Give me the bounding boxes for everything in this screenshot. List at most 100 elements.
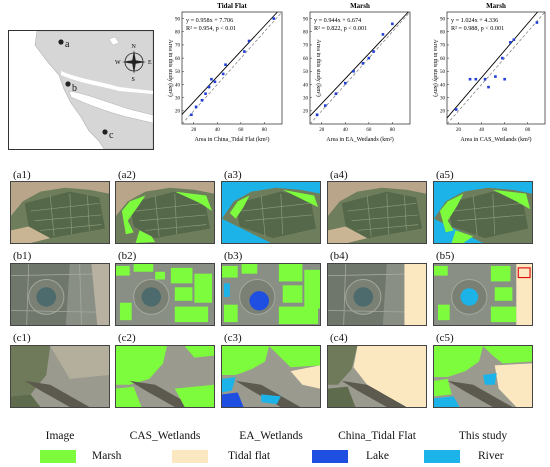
chart2-ytick-label-1: 30 (440, 96, 446, 101)
chart0-xtick-label-3: 80 (262, 128, 268, 133)
chart2-point-2 (474, 77, 478, 81)
panel-label-b1: (b1) (13, 250, 32, 262)
scatter-plot-tidal-flat: Tidal Flat 20 40 60 80 20 30 40 50 60 70 80 90 y = 0.… (158, 0, 288, 150)
site-c-label: c (109, 130, 114, 141)
scatter-plot-marsh-cas: Marsh 20 40 60 80 20 30 40 50 60 70 80 90 y = 1.024x … (425, 0, 550, 150)
chart2-axes-frame (446, 11, 546, 125)
chart1-point-7 (372, 50, 375, 53)
tile-c3-ea (221, 345, 321, 408)
chart2-point-4 (487, 85, 490, 89)
chart0-point-0 (190, 113, 193, 117)
chart2-point-8 (509, 41, 512, 44)
tile-b4-china-tidal (327, 263, 427, 326)
chart0-title: Tidal Flat (217, 2, 247, 10)
site-b-marker (65, 81, 71, 87)
tile-a5-this-study (433, 181, 533, 244)
legend-label-lake: Lake (366, 450, 389, 462)
chart2-xtick-label-2: 60 (502, 128, 508, 133)
panel-label-b3: (b3) (224, 250, 243, 262)
legend-label-river: River (478, 450, 504, 462)
chart2-ytick-label-4: 60 (440, 57, 446, 62)
tile-a1-image (10, 181, 110, 244)
chart0-point-8 (224, 63, 227, 67)
tile-c2-cas (115, 345, 215, 408)
chart1-xtick-label-0: 20 (319, 128, 325, 133)
panel-label-c3: (c3) (224, 332, 242, 344)
site-a-marker (58, 39, 64, 45)
panel-label-a3: (a3) (224, 169, 242, 181)
chart0-point-1 (194, 105, 198, 109)
legend-label-tidal-flat: Tidal flat (228, 450, 271, 462)
chart1-point-3 (343, 81, 347, 85)
chart1-fit-line (309, 11, 409, 117)
compass-rose-icon: N S W E (115, 44, 152, 83)
chart0-ytick-label-3: 50 (175, 70, 181, 75)
chart1-point-5 (361, 62, 365, 65)
chart1-xtick-label-1: 40 (343, 128, 349, 133)
tile-c1-image (10, 345, 110, 408)
panel-label-c2: (c2) (118, 332, 136, 344)
column-label-china-tidal: China_Tidal Flat (338, 430, 416, 442)
chart1-point-9 (391, 22, 394, 26)
chart2-equation: y = 1.024x + 4.336 (451, 17, 498, 24)
chart2-stats: R² = 0.988, p < 0.001 (451, 25, 504, 32)
chart1-one-to-one-line (309, 11, 411, 125)
chart0-one-to-one-line (181, 11, 283, 125)
chart1-point-0 (315, 113, 319, 117)
chart2-ytick-label-0: 20 (440, 110, 446, 115)
chart0-ytick-label-4: 60 (175, 57, 181, 62)
tile-b5-this-study (433, 263, 533, 326)
chart1-xtick-label-2: 60 (366, 128, 372, 133)
highlight-box (517, 267, 531, 279)
chart2-xlabel: Area in CAS_Wetlands (km²) (460, 136, 531, 143)
chart2-point-10 (535, 21, 539, 24)
chart0-ytick-label-2: 40 (175, 83, 181, 88)
chart0-xtick-label-2: 60 (238, 128, 244, 133)
chart2-ylabel: Area in this study (km²) (432, 39, 439, 96)
panel-label-c5: (c5) (436, 332, 454, 344)
tile-b1-image (10, 263, 110, 326)
chart1-ytick-label-4: 60 (303, 57, 309, 62)
coastline-map: a b c N S W E (9, 31, 153, 149)
chart0-point-5 (210, 77, 213, 81)
column-label-cas: CAS_Wetlands (129, 430, 201, 442)
chart1-ytick-label-3: 50 (303, 70, 309, 75)
chart1-equation: y = 0.944x + 6.674 (314, 17, 361, 24)
chart0-stats: R² = 0.954, p < 0.01 (186, 25, 236, 32)
chart2-title: Marsh (486, 2, 506, 10)
chart2-ytick-label-2: 40 (440, 83, 446, 88)
legend-swatch-river (424, 450, 460, 463)
chart1-ytick-label-0: 20 (303, 110, 309, 115)
legend-swatch-tidal-flat (172, 450, 208, 463)
compass-n: N (132, 44, 137, 50)
chart0-ytick-label-1: 30 (175, 96, 181, 101)
chart1-stats: R² = 0.822, p < 0.001 (314, 25, 367, 32)
chart0-xtick-label-1: 40 (215, 128, 221, 133)
chart0-ytick-label-7: 90 (175, 17, 181, 22)
legend-label-marsh: Marsh (92, 450, 122, 462)
chart2-point-6 (503, 77, 506, 81)
chart0-xtick-label-0: 20 (191, 128, 197, 133)
chart0-point-7 (221, 72, 225, 76)
chart2-ytick-label-6: 80 (440, 31, 446, 36)
compass-w: W (115, 60, 121, 66)
site-c-marker (102, 129, 108, 135)
chart0-ytick-label-5: 70 (175, 44, 181, 49)
scatter-plot-marsh-ea: Marsh 20 40 60 80 20 30 40 50 60 70 80 90 y = 0.944x … (298, 0, 418, 150)
legend-swatch-lake (312, 450, 348, 463)
tile-b3-ea (221, 263, 321, 326)
chart1-xtick-label-3: 80 (390, 128, 396, 133)
column-label-image: Image (45, 430, 75, 442)
chart1-ytick-label-6: 80 (303, 31, 309, 36)
chart0-equation: y = 0.958x + 7.706 (186, 17, 233, 24)
chart0-point-9 (243, 50, 246, 53)
location-map: a b c N S W E (8, 30, 154, 150)
panel-label-a1: (a1) (13, 169, 31, 181)
chart1-point-6 (367, 56, 371, 60)
panel-label-b2: (b2) (118, 250, 137, 262)
chart2-ytick-label-3: 50 (440, 70, 446, 75)
tile-a3-ea (221, 181, 321, 244)
chart1-point-8 (381, 33, 385, 36)
chart0-point-4 (207, 85, 211, 89)
panel-label-a5: (a5) (436, 169, 454, 181)
